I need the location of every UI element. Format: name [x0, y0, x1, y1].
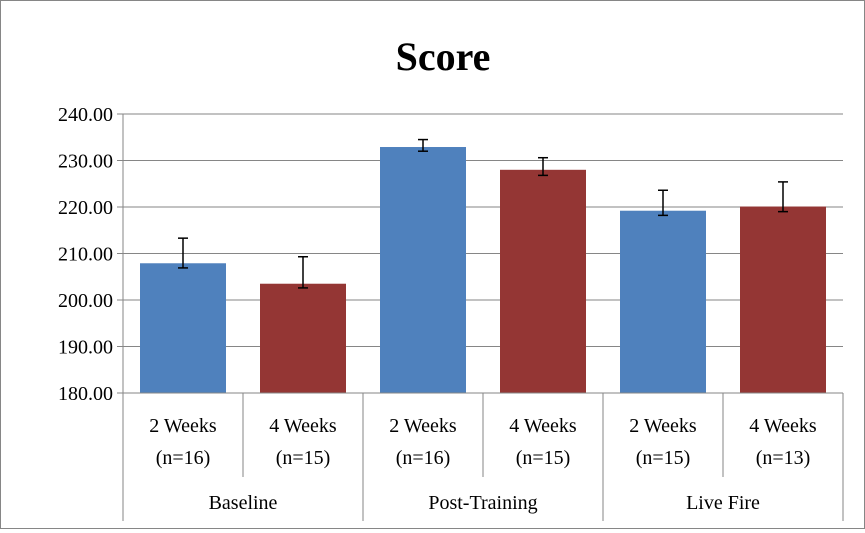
y-tick-label: 210.00 — [58, 244, 113, 266]
y-tick-label: 190.00 — [58, 337, 113, 359]
x-category-label: (n=15) — [636, 447, 691, 469]
x-group-label: Baseline — [209, 492, 278, 514]
y-tick-label: 220.00 — [58, 197, 113, 219]
x-category-label: (n=16) — [396, 447, 451, 469]
bar — [500, 169, 586, 393]
x-category-label: (n=13) — [756, 447, 811, 469]
x-category-label: 2 Weeks — [149, 415, 217, 437]
x-group-label: Post-Training — [428, 492, 537, 514]
chart-title: Score — [396, 34, 491, 79]
x-category-label: (n=15) — [516, 447, 571, 469]
x-category-label: 2 Weeks — [629, 415, 697, 437]
y-tick-label: 180.00 — [58, 383, 113, 405]
bar — [260, 283, 346, 393]
bar — [380, 147, 466, 393]
bar — [140, 263, 226, 393]
y-tick-label: 230.00 — [58, 151, 113, 173]
y-tick-label: 240.00 — [58, 104, 113, 126]
y-tick-label: 200.00 — [58, 290, 113, 312]
x-group-label: Live Fire — [686, 492, 760, 514]
x-category-label: 4 Weeks — [749, 415, 817, 437]
x-category-label: 4 Weeks — [269, 415, 337, 437]
x-category-label: 2 Weeks — [389, 415, 457, 437]
bar — [740, 206, 826, 393]
x-category-label: 4 Weeks — [509, 415, 577, 437]
bar — [620, 210, 706, 393]
x-category-label: (n=16) — [156, 447, 211, 469]
x-category-label: (n=15) — [276, 447, 331, 469]
